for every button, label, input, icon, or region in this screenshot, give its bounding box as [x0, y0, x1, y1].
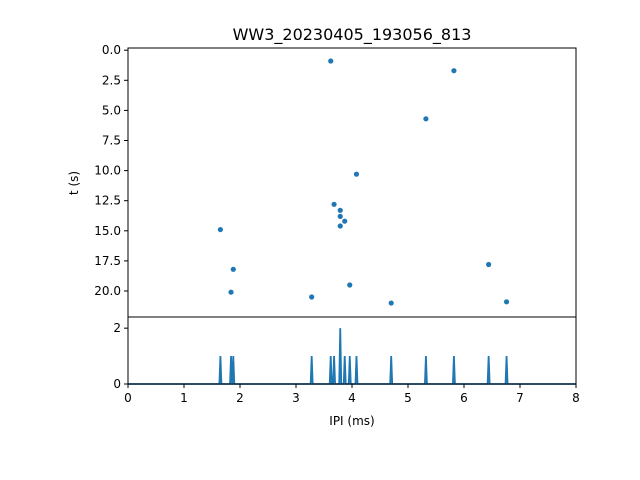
y-tick-label: 2.5 [102, 73, 121, 87]
y-tick-label: 10.0 [94, 164, 121, 178]
scatter-point [331, 201, 337, 207]
chart-title: WW3_20230405_193056_813 [233, 25, 472, 45]
y-axis-label: t (s) [67, 171, 81, 195]
y-tick-label: 12.5 [94, 194, 121, 208]
histogram-panel: 0 2 0 1 2 3 4 5 6 7 8 [113, 316, 580, 405]
scatter-point [342, 218, 348, 224]
x-tick-label: 4 [348, 391, 356, 405]
scatter-point [228, 289, 234, 295]
scatter-point [353, 171, 360, 177]
scatter-point [337, 223, 343, 229]
scatter-point [347, 282, 353, 288]
x-tick-label: 5 [404, 391, 412, 405]
scatter-point [451, 68, 457, 74]
scatter-point [388, 300, 394, 306]
y-tick-label: 20.0 [94, 284, 121, 298]
scatter-point [217, 226, 223, 233]
scatter-point [503, 299, 510, 305]
x-tick-label: 7 [516, 391, 524, 405]
scatter-point [337, 213, 343, 219]
y-tick-label: 17.5 [94, 254, 121, 268]
x-tick-label: 3 [292, 391, 300, 405]
scatter-point [337, 207, 343, 213]
x-tick-label: 0 [124, 391, 132, 405]
y-tick-label: 7.5 [102, 134, 121, 148]
histogram-line [128, 328, 576, 385]
x-axis-label: IPI (ms) [329, 414, 374, 428]
scatter-point [486, 261, 492, 268]
x-tick-label: 1 [180, 391, 188, 405]
y-tick-label: 5.0 [102, 103, 121, 117]
y-tick-label: 15.0 [94, 224, 121, 238]
scatter-point [423, 116, 429, 122]
x-tick-label: 8 [572, 391, 580, 405]
scatter-point [328, 58, 334, 64]
scatter-point [309, 294, 315, 300]
y-tick-label: 0.0 [102, 43, 121, 57]
x-tick-label: 2 [236, 391, 244, 405]
scatter-point [230, 266, 236, 272]
y-tick-label: 2 [113, 321, 121, 335]
x-tick-label: 6 [460, 391, 468, 405]
y-tick-label: 0 [113, 377, 121, 391]
